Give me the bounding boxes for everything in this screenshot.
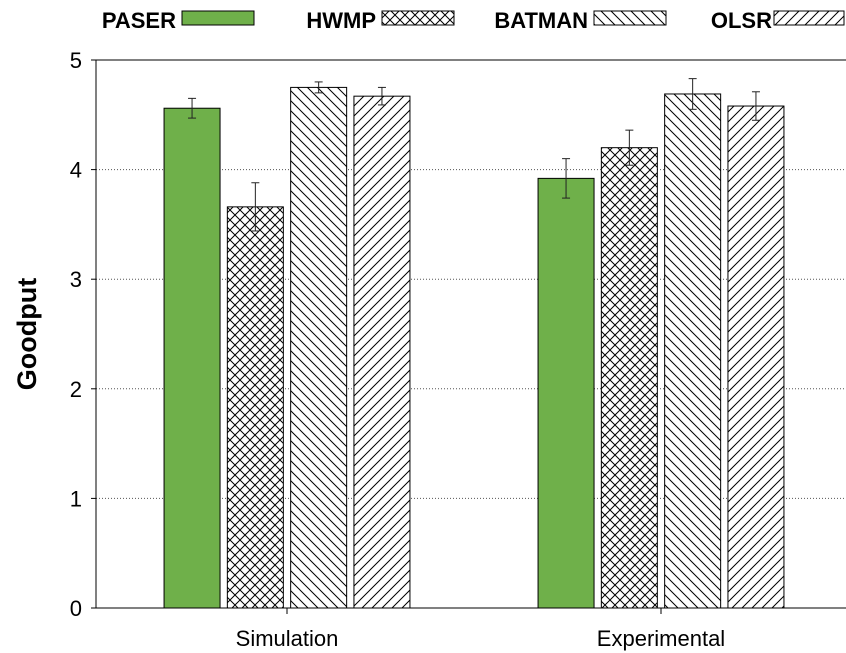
bar-hwmp-simulation <box>226 206 284 609</box>
legend-label-olsr: OLSR <box>711 8 772 33</box>
legend-swatch-hwmp <box>381 10 455 26</box>
x-category-label-1: Experimental <box>597 626 725 651</box>
bar-paser-experimental <box>537 177 595 609</box>
y-tick-label-2: 2 <box>70 377 82 402</box>
bar-olsr-experimental <box>727 105 785 609</box>
legend-swatch-batman <box>593 10 667 26</box>
bar-batman-simulation <box>290 86 348 609</box>
y-tick-labels: 0 1 2 3 4 5 <box>70 48 82 621</box>
legend-label-paser: PASER <box>102 8 176 33</box>
axes <box>91 59 846 614</box>
bar-batman-experimental <box>664 93 722 609</box>
y-tick-label-0: 0 <box>70 596 82 621</box>
legend-swatch-olsr <box>773 10 845 26</box>
bars <box>163 86 785 609</box>
bar-hwmp-experimental <box>600 147 658 609</box>
y-tick-label-3: 3 <box>70 267 82 292</box>
legend: PASER HWMP BATMAN OLSR <box>102 8 845 33</box>
y-tick-label-4: 4 <box>70 158 82 183</box>
bar-paser-simulation <box>163 107 221 609</box>
x-category-labels: Simulation Experimental <box>236 626 726 651</box>
y-tick-label-1: 1 <box>70 486 82 511</box>
y-axis-title: Goodput <box>12 278 42 390</box>
error-bars <box>188 78 760 232</box>
legend-label-batman: BATMAN <box>494 8 588 33</box>
y-tick-label-5: 5 <box>70 48 82 73</box>
x-category-label-0: Simulation <box>236 626 339 651</box>
legend-label-hwmp: HWMP <box>306 8 376 33</box>
bar-olsr-simulation <box>353 95 411 609</box>
legend-swatch-paser <box>181 10 255 26</box>
